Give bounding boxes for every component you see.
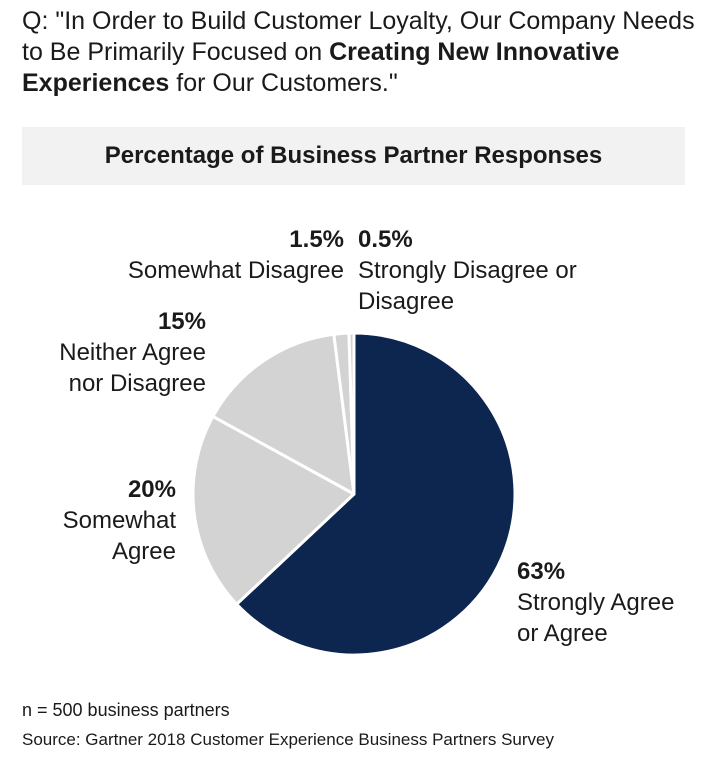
pie-slices [191,331,517,657]
slice-strongly-agree [235,331,517,657]
footnote-sample-size: n = 500 business partners [22,700,230,720]
label-somewhat-disagree-pct: 1.5% [289,226,344,253]
question-text: Q: "In Order to Build Customer Loyalty, … [22,6,712,99]
slice-somewhat-agree [191,414,356,606]
slice-strongly-disagree [347,331,356,496]
label-neither: 15% Neither Agree nor Disagree [20,306,206,399]
label-strongly-agree-line2: or Agree [517,620,608,647]
label-strongly-disagree-line2: Disagree [358,288,455,315]
label-somewhat-disagree-line1: Somewhat Disagree [127,257,344,284]
question-prefix: Q: "In Order to Build Customer Loyalty, … [22,7,695,66]
label-strongly-agree-line1: Strongly Agree [517,589,675,616]
label-somewhat-agree-line1: Somewhat [62,507,176,534]
label-strongly-agree: 63% Strongly Agree or Agree [517,556,674,649]
label-neither-line1: Neither Agree [59,339,206,366]
label-somewhat-agree-pct: 20% [127,476,176,503]
question-suffix: for Our Customers." [169,69,398,97]
label-strongly-agree-pct: 63% [517,558,566,585]
chart-subtitle: Percentage of Business Partner Responses [104,142,603,169]
footnote-source: Source: Gartner 2018 Customer Experience… [22,730,554,749]
label-neither-line2: nor Disagree [68,370,206,397]
label-somewhat-agree: 20% Somewhat Agree [20,474,176,567]
chart-subtitle-band: Percentage of Business Partner Responses [22,127,685,185]
label-somewhat-disagree: 1.5% Somewhat Disagree [90,224,344,286]
label-neither-pct: 15% [157,308,206,335]
question-emphasis: Creating New Innovative Experiences [22,38,620,97]
label-strongly-disagree-line1: Strongly Disagree or [358,257,577,284]
slice-neither [211,332,356,496]
label-strongly-disagree-pct: 0.5% [358,226,413,253]
label-strongly-disagree: 0.5% Strongly Disagree or Disagree [358,224,577,317]
label-somewhat-agree-line2: Agree [111,538,176,565]
